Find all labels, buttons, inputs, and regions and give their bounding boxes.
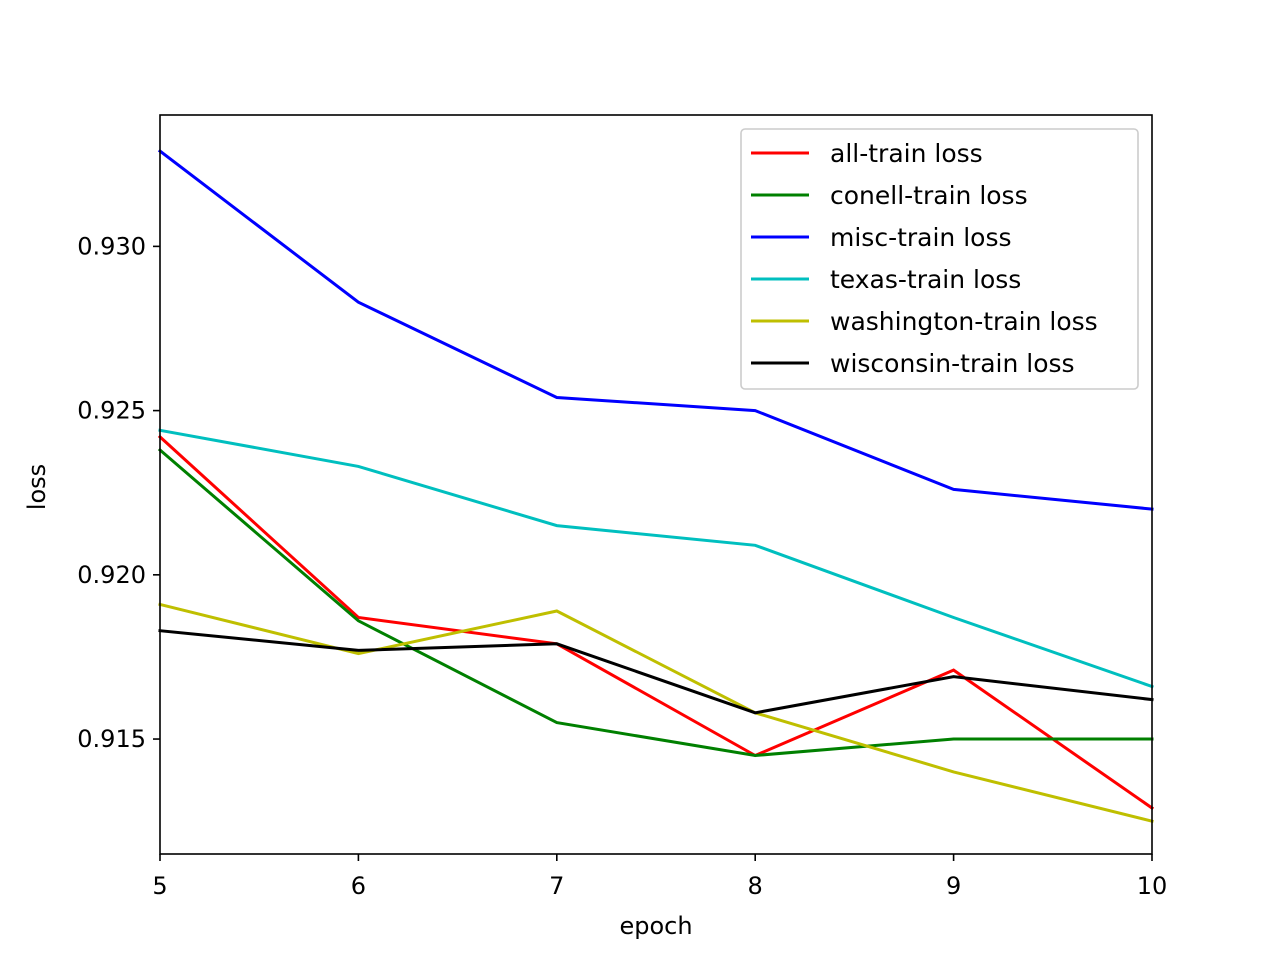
y-tick-label: 0.930 xyxy=(77,232,146,260)
legend-label-4: washington-train loss xyxy=(830,307,1098,336)
y-tick-label: 0.920 xyxy=(77,561,146,589)
legend-label-5: wisconsin-train loss xyxy=(830,349,1075,378)
legend: all-train loss conell-train loss misc-trai… xyxy=(740,128,1139,390)
x-axis-label: epoch xyxy=(619,912,692,940)
legend-label-3: texas-train loss xyxy=(830,265,1021,294)
y-axis-label: loss xyxy=(23,464,51,510)
series-line-3 xyxy=(158,428,1154,689)
y-tick-label: 0.915 xyxy=(77,725,146,753)
series-line-5 xyxy=(158,629,1154,715)
series-layer xyxy=(157,148,1155,824)
series-line-2 xyxy=(157,148,1154,511)
series-line-4 xyxy=(158,602,1154,824)
legend-label-0: all-train loss xyxy=(830,139,983,168)
legend-label-2: misc-train loss xyxy=(830,223,1012,252)
x-tick-label: 7 xyxy=(549,872,564,900)
x-tick-label: 8 xyxy=(748,872,763,900)
series-line-1 xyxy=(157,447,1154,758)
legend-box xyxy=(740,128,1139,390)
x-tick-label: 5 xyxy=(152,872,167,900)
y-axis: 0.915 0.920 0.925 0.930 xyxy=(77,232,160,753)
legend-label-1: conell-train loss xyxy=(830,181,1028,210)
series-line-0 xyxy=(157,434,1155,811)
plot-frame xyxy=(159,114,1153,855)
x-tick-label: 9 xyxy=(946,872,961,900)
x-tick-label: 6 xyxy=(351,872,366,900)
x-axis: 5 6 7 8 9 10 xyxy=(152,854,1167,900)
y-tick-label: 0.925 xyxy=(77,397,146,425)
x-tick-label: 10 xyxy=(1137,872,1168,900)
